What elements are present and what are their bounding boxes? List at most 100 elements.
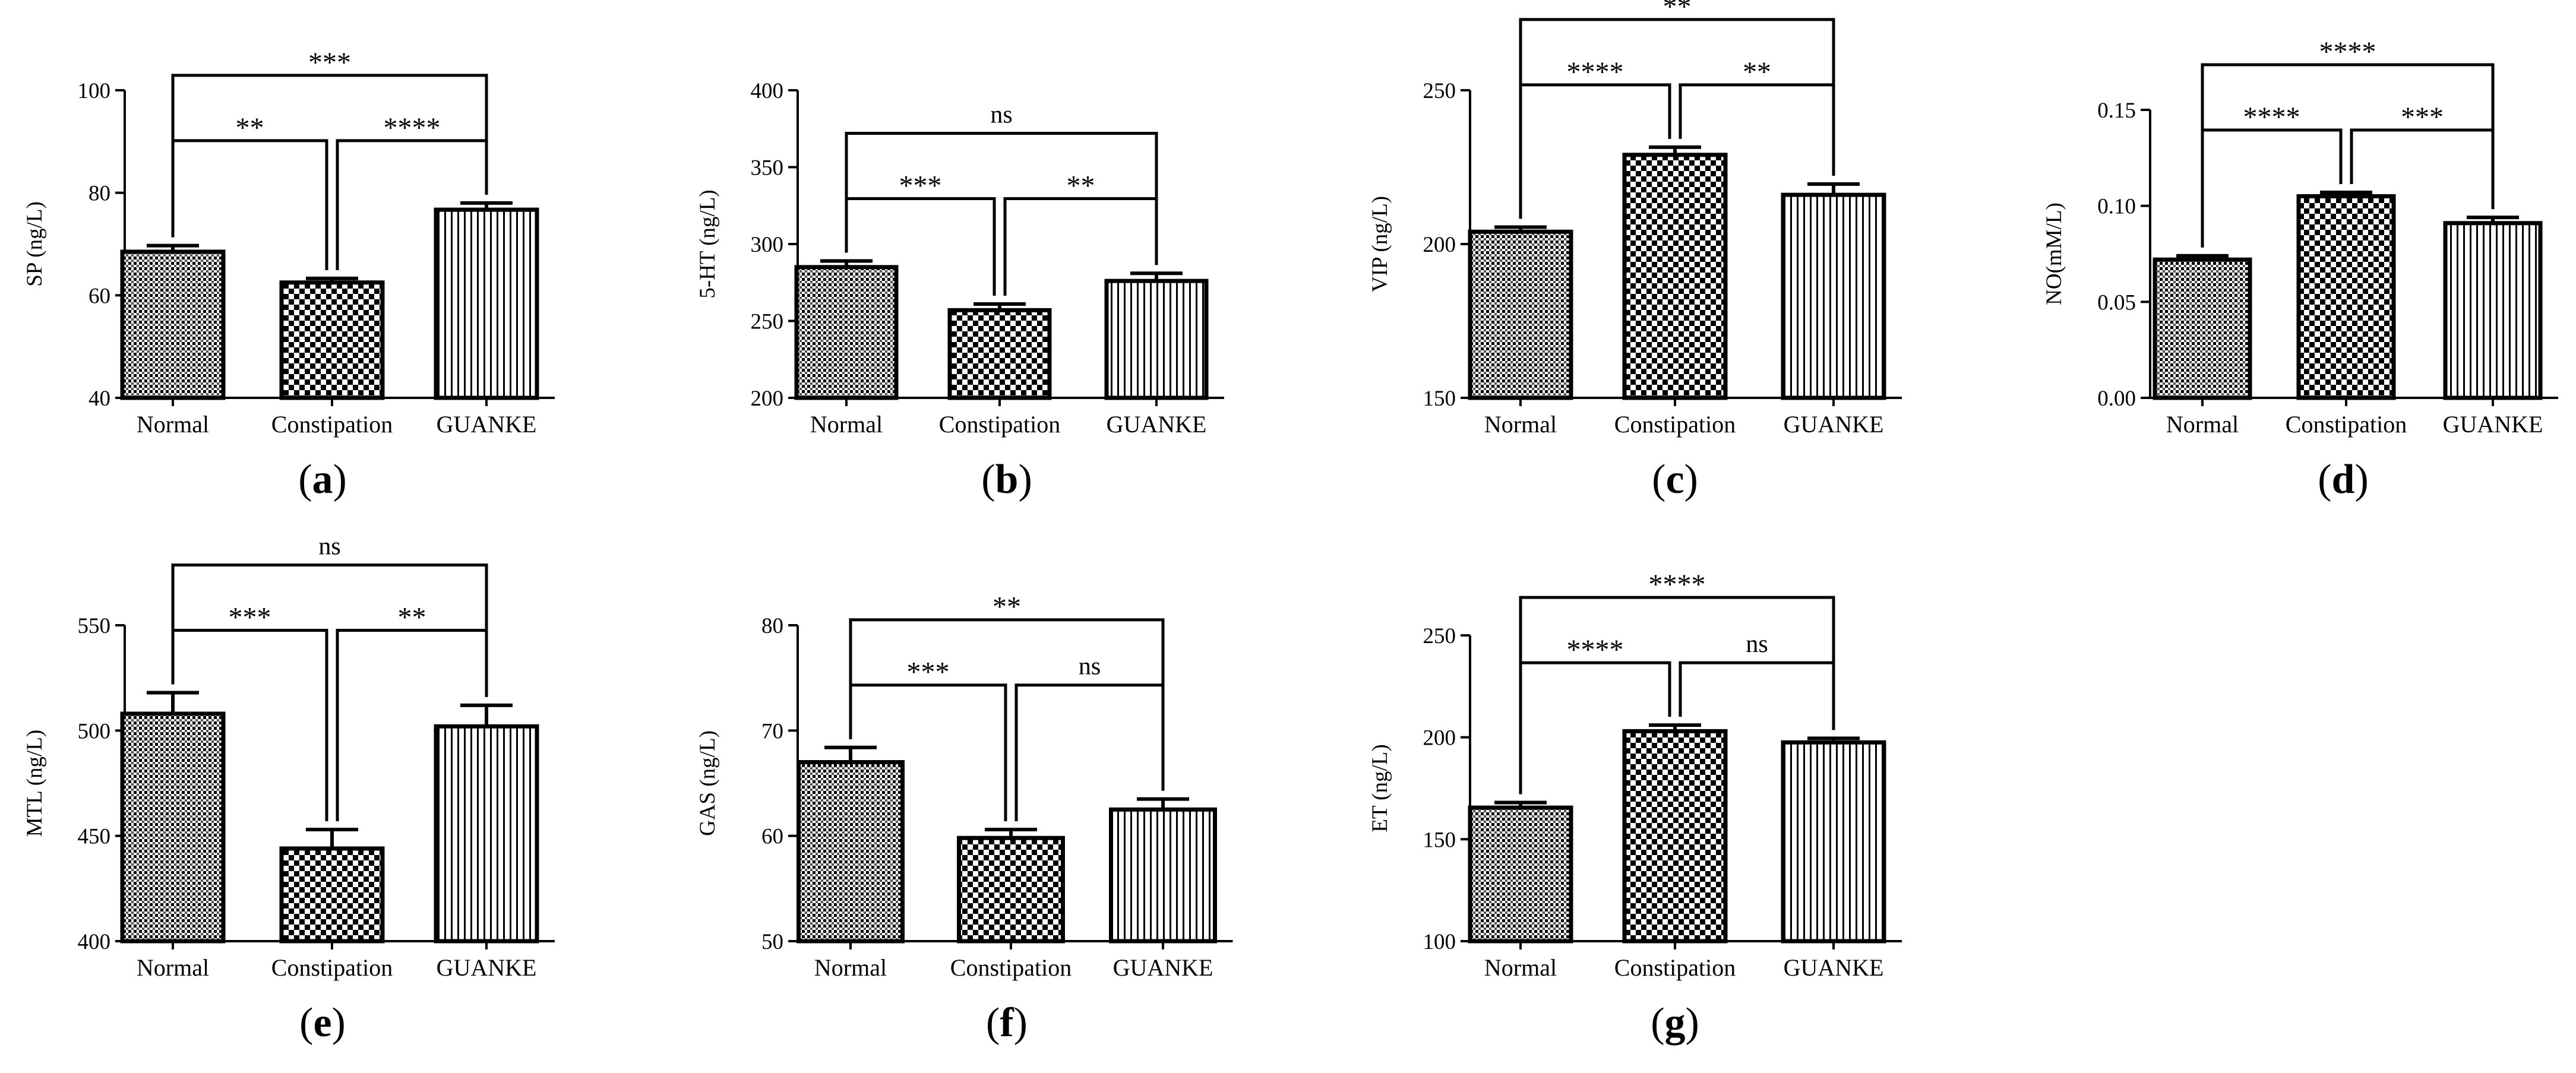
y-tick-label: 50 [761, 930, 783, 954]
x-tick-label: Normal [810, 411, 883, 438]
y-tick-label: 0.10 [2097, 195, 2136, 219]
significance-label: ** [993, 591, 1021, 623]
x-tick-label: GUANKE [1784, 954, 1884, 981]
x-tick-label: Normal [814, 954, 887, 981]
x-tick-label: GUANKE [437, 411, 537, 438]
panel-label: (e) [299, 1000, 346, 1046]
significance-bracket [1014, 683, 1165, 822]
chart-panel-b: 200 250 300 350 400 5-HT (ng/L) Normal Constipa… [696, 79, 1224, 502]
y-tick-label: 200 [1423, 726, 1456, 751]
significance-label: ns [1746, 631, 1768, 658]
bar-constipation [279, 280, 385, 400]
y-tick-label: 400 [78, 930, 111, 954]
significance-label: ns [318, 533, 340, 560]
significance-label: ** [1067, 170, 1095, 201]
x-tick-label: Normal [1484, 411, 1557, 438]
significance-bracket [171, 74, 488, 238]
bar-guanke [1781, 740, 1886, 944]
significance-label: ** [236, 112, 264, 144]
y-axis-title: ET (ng/L) [1368, 744, 1392, 832]
panel-label: (d) [2318, 457, 2369, 502]
x-tick-label: GUANKE [1107, 411, 1207, 438]
significance-label: ns [990, 101, 1012, 128]
significance-label: **** [1567, 56, 1624, 88]
x-tick-label: GUANKE [437, 954, 537, 981]
significance-bracket [1519, 596, 1835, 795]
significance-bracket [171, 563, 488, 697]
bar-guanke [1104, 278, 1209, 400]
chart-panel-c: 150 200 250 VIP (ng/L) Normal Constipation GUA… [1368, 0, 1902, 502]
y-tick-label: 150 [1423, 387, 1456, 411]
x-tick-label: Constipation [271, 954, 393, 981]
bar-normal [1468, 805, 1573, 944]
bar-constipation [1622, 729, 1728, 944]
panel-label: (b) [981, 457, 1032, 502]
y-axis-title: GAS (ng/L) [696, 730, 720, 836]
y-tick-label: 200 [751, 387, 784, 411]
x-tick-label: Normal [137, 411, 209, 438]
chart-panel-d: 0.00 0.05 0.10 0.15 NO(mM/L) Normal Constipati… [2042, 36, 2558, 502]
bar-constipation [279, 846, 385, 944]
significance-label: **** [2243, 102, 2300, 133]
y-tick-label: 300 [751, 233, 784, 257]
significance-label: ** [1663, 0, 1692, 23]
significance-bracket [1519, 18, 1835, 219]
bar-normal [1468, 229, 1573, 400]
y-tick-label: 60 [761, 825, 783, 849]
y-tick-label: 60 [88, 284, 110, 308]
panel-label: (a) [298, 457, 347, 502]
x-tick-label: Normal [137, 954, 209, 981]
y-tick-label: 100 [1423, 930, 1456, 954]
x-tick-label: GUANKE [1784, 411, 1884, 438]
x-tick-label: Constipation [1614, 411, 1736, 438]
bar-guanke [1109, 807, 1217, 944]
panel-label: (f) [986, 1000, 1028, 1046]
y-tick-label: 500 [78, 719, 111, 743]
significance-label: **** [1649, 569, 1706, 600]
significance-label: **** [1567, 634, 1624, 666]
y-tick-label: 550 [78, 614, 111, 638]
x-tick-label: GUANKE [2443, 411, 2543, 438]
significance-label: *** [907, 657, 950, 688]
y-tick-label: 80 [761, 614, 783, 638]
panel-label: (g) [1651, 1000, 1699, 1046]
significance-label: *** [308, 47, 351, 78]
significance-label: ** [1743, 56, 1771, 88]
bar-normal [2153, 257, 2252, 400]
bar-normal [794, 265, 899, 400]
significance-bracket [845, 131, 1158, 265]
chart-panel-a: 40 60 80 100 SP (ng/L) Normal Constipation GUAN… [23, 47, 555, 502]
y-tick-label: 200 [1423, 233, 1456, 257]
y-tick-label: 250 [751, 310, 784, 334]
significance-label: *** [229, 602, 271, 633]
bar-constipation [1622, 153, 1728, 400]
significance-bracket [849, 618, 1165, 791]
y-tick-label: 400 [751, 79, 784, 103]
bar-guanke [434, 724, 539, 944]
significance-label: *** [2401, 102, 2444, 133]
y-tick-label: 80 [88, 182, 110, 206]
x-tick-label: Constipation [950, 954, 1072, 981]
panel-label: (c) [1652, 457, 1698, 502]
chart-panel-f: 50 60 70 80 GAS (ng/L) Normal Constipation GUAN… [696, 591, 1233, 1046]
y-tick-label: 100 [78, 79, 111, 103]
y-axis-title: 5-HT (ng/L) [696, 189, 720, 298]
bar-normal [120, 249, 226, 400]
bar-normal [120, 711, 226, 944]
y-tick-label: 150 [1423, 828, 1456, 852]
y-tick-label: 70 [761, 719, 783, 743]
significance-bracket [1679, 661, 1835, 730]
bar-guanke [2443, 221, 2543, 400]
y-tick-label: 450 [78, 825, 111, 849]
x-tick-label: Normal [2166, 411, 2239, 438]
bar-constipation [947, 308, 1052, 400]
bar-guanke [434, 207, 539, 400]
significance-label: **** [384, 112, 441, 144]
y-axis-title: MTL (ng/L) [23, 730, 47, 837]
chart-panel-e: 400 450 500 550 MTL (ng/L) Normal Constipation… [23, 533, 555, 1046]
bar-constipation [2296, 194, 2396, 400]
y-axis-title: SP (ng/L) [23, 201, 47, 287]
chart-panel-g: 100 150 200 250 ET (ng/L) Normal Constipation G… [1368, 569, 1902, 1046]
y-axis-title: VIP (ng/L) [1368, 196, 1392, 292]
bar-guanke [1781, 192, 1886, 400]
